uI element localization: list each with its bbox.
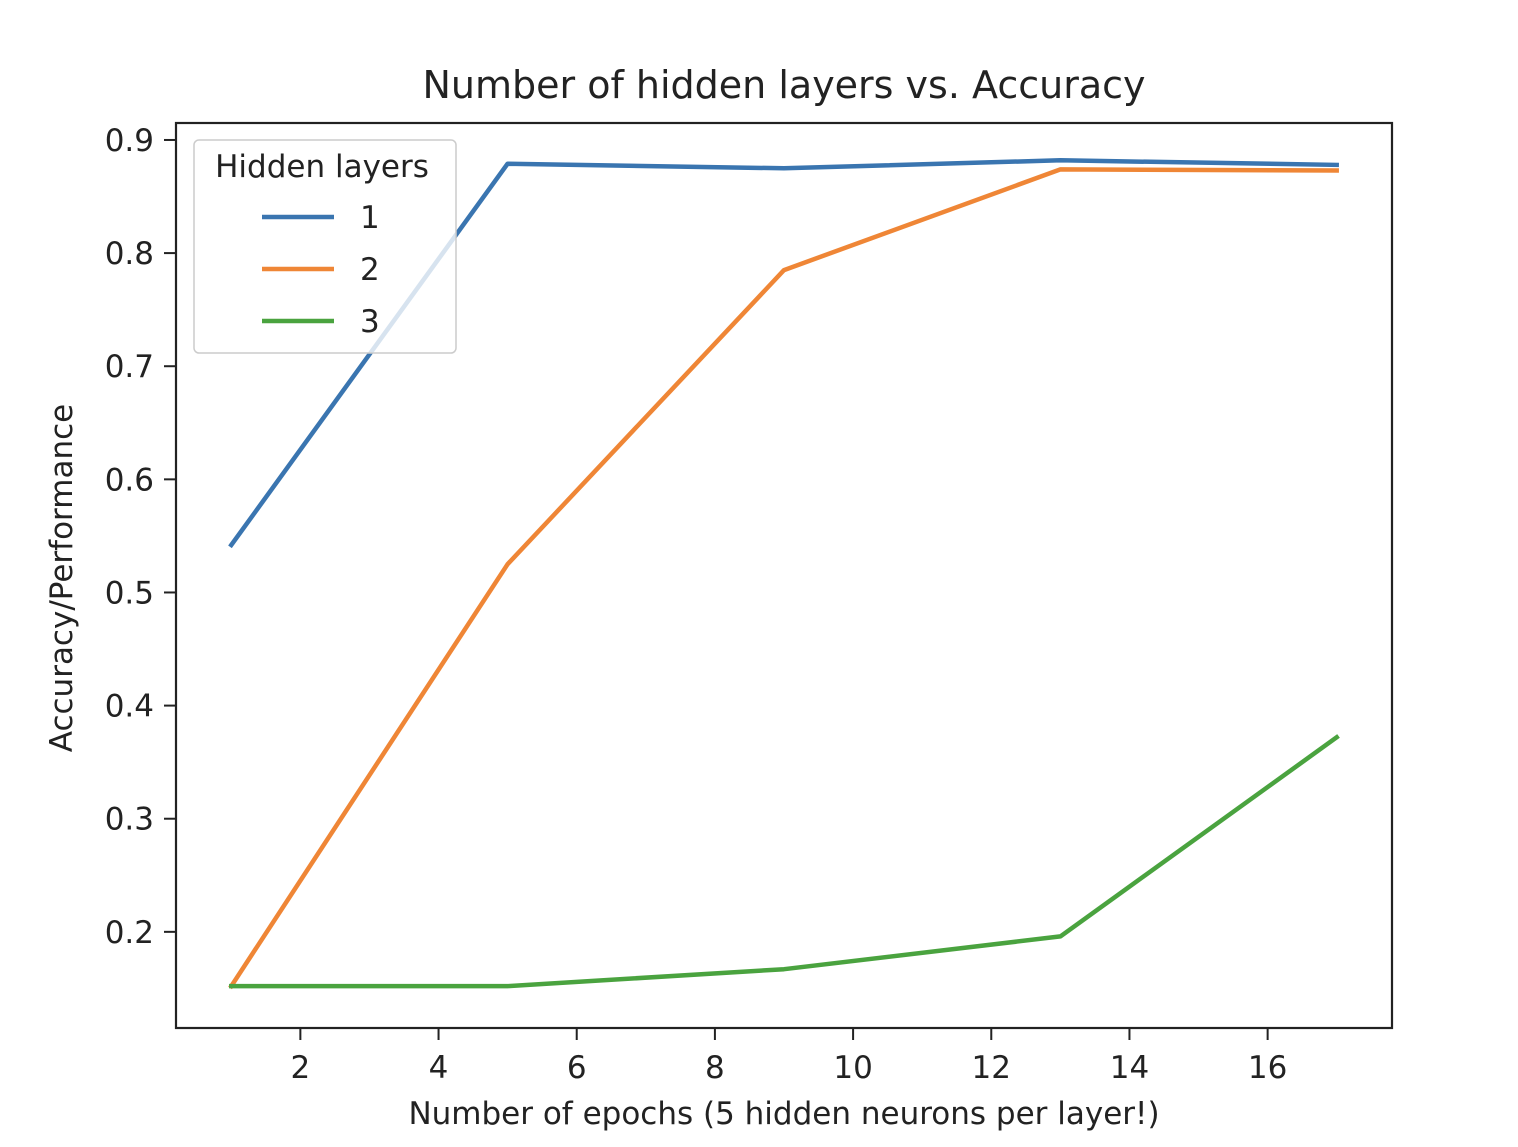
- y-tick-label: 0.9: [105, 123, 154, 159]
- legend-label-2: 2: [360, 252, 380, 288]
- y-tick-label: 0.6: [105, 462, 154, 498]
- x-tick-label: 2: [290, 1050, 310, 1086]
- legend: Hidden layers 1 2 3: [193, 139, 457, 354]
- y-tick-label: 0.7: [105, 349, 154, 385]
- legend-label-1: 1: [360, 200, 380, 236]
- y-tick-label: 0.2: [105, 915, 154, 951]
- series-line-3: [229, 734, 1340, 989]
- y-tick-label: 0.3: [105, 802, 154, 838]
- x-tick-label: 4: [429, 1050, 449, 1086]
- legend-box: [193, 139, 457, 354]
- x-axis: 2 4 6 8 10 12 14 16: [290, 1028, 1287, 1086]
- y-axis: 0.2 0.3 0.4 0.5 0.6 0.7 0.8 0.9: [105, 123, 176, 951]
- chart-title: Number of hidden layers vs. Accuracy: [422, 63, 1145, 107]
- x-tick-label: 6: [567, 1050, 587, 1086]
- legend-items: 1 2 3: [262, 200, 380, 340]
- y-tick-label: 0.8: [105, 236, 154, 272]
- x-tick-label: 14: [1110, 1050, 1149, 1086]
- x-axis-label: Number of epochs (5 hidden neurons per l…: [408, 1096, 1159, 1132]
- y-tick-label: 0.4: [105, 689, 154, 725]
- x-tick-label: 10: [833, 1050, 872, 1086]
- x-tick-label: 8: [705, 1050, 725, 1086]
- y-tick-label: 0.5: [105, 575, 154, 611]
- x-tick-label: 16: [1248, 1050, 1287, 1086]
- legend-title: Hidden layers: [215, 149, 429, 185]
- legend-label-3: 3: [360, 304, 380, 340]
- y-axis-label: Accuracy/Performance: [44, 404, 80, 752]
- plot-frame: [174, 121, 1394, 1030]
- x-tick-label: 12: [972, 1050, 1011, 1086]
